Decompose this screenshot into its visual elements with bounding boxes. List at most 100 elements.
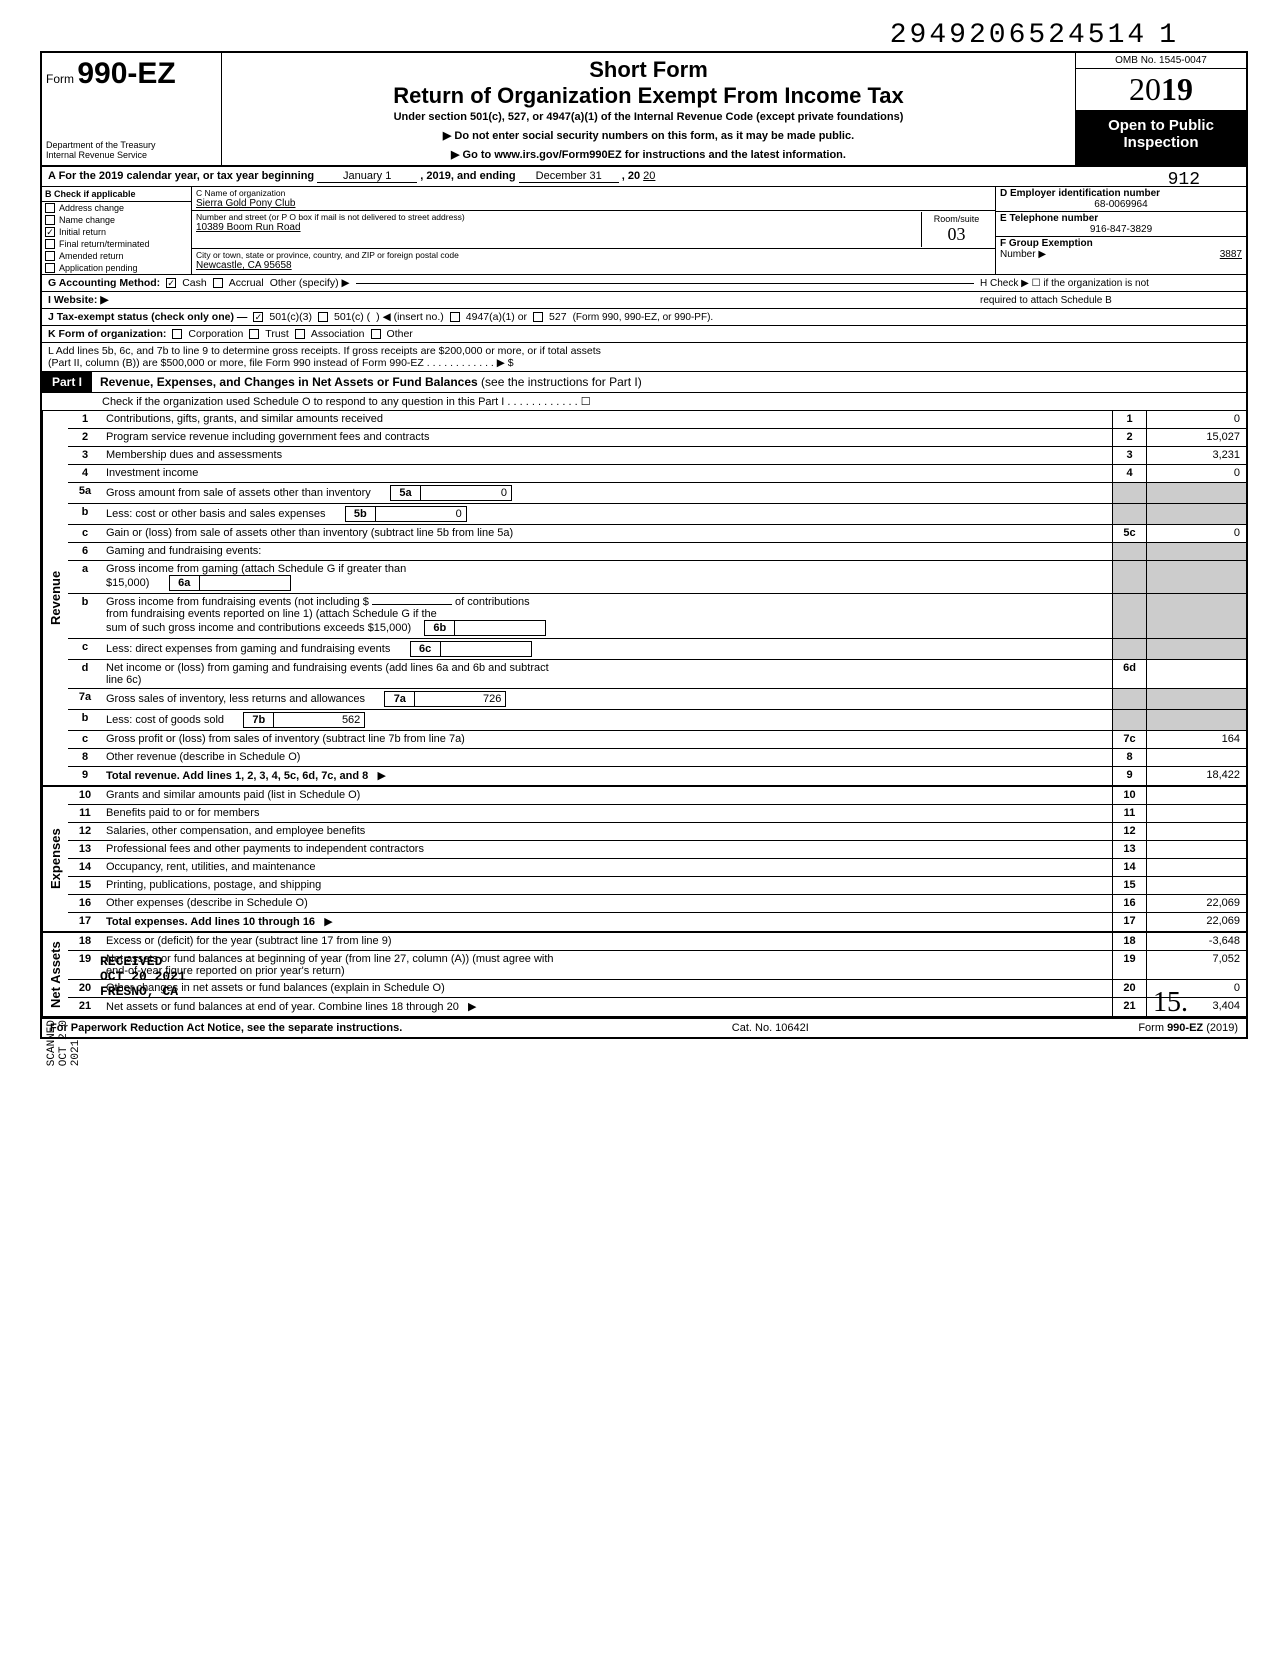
open-line2: Inspection	[1078, 134, 1244, 151]
col-c-org: C Name of organization Sierra Gold Pony …	[192, 187, 996, 274]
department-block: Department of the Treasury Internal Reve…	[46, 141, 217, 161]
chk-527[interactable]	[533, 312, 543, 322]
open-line1: Open to Public	[1078, 117, 1244, 134]
chk-amended[interactable]: Amended return	[42, 250, 191, 262]
group-value: 3887	[1220, 249, 1242, 260]
line-5c-desc: Gain or (loss) from sale of assets other…	[102, 525, 1112, 542]
line-g-h: G Accounting Method: ✓Cash Accrual Other…	[40, 275, 1248, 292]
revenue-table: Revenue 1Contributions, gifts, grants, a…	[40, 411, 1248, 787]
chk-application-pending[interactable]: Application pending	[42, 262, 191, 274]
line-19-desc: Net assets or fund balances at beginning…	[102, 951, 1112, 979]
chk-name-change[interactable]: Name change	[42, 214, 191, 226]
line-6c-desc: Less: direct expenses from gaming and fu…	[102, 639, 1112, 659]
title-short-form: Short Form	[230, 57, 1067, 83]
form-number-block: Form 990-EZ	[46, 57, 217, 91]
line-6d-val	[1146, 660, 1246, 688]
chk-other-org[interactable]	[371, 329, 381, 339]
year-prefix: 20	[1129, 71, 1161, 107]
line-10-desc: Grants and similar amounts paid (list in…	[102, 787, 1112, 804]
4947-label: 4947(a)(1) or	[466, 311, 527, 323]
part1-sub: Check if the organization used Schedule …	[40, 393, 1248, 411]
line-15-desc: Printing, publications, postage, and shi…	[102, 877, 1112, 894]
line-6b-val	[455, 621, 545, 635]
line-20-desc: Other changes in net assets or fund bala…	[102, 980, 1112, 997]
line-a-suffix: , 20	[622, 170, 640, 182]
chk-final-return[interactable]: Final return/terminated	[42, 238, 191, 250]
line-5b-desc: Less: cost or other basis and sales expe…	[102, 504, 1112, 524]
stamp-received: RECEIVED OCT 20 2021 FRESNO, CA	[100, 954, 186, 999]
accrual-label: Accrual	[229, 277, 264, 289]
line-6c-val	[441, 642, 531, 656]
line-6a-desc: Gross income from gaming (attach Schedul…	[102, 561, 1112, 593]
line-11-desc: Benefits paid to or for members	[102, 805, 1112, 822]
trust-label: Trust	[265, 328, 289, 340]
line-7b-val: 562	[274, 713, 364, 727]
line-6b-desc: Gross income from fundraising events (no…	[102, 594, 1112, 638]
side-netassets: Net Assets	[42, 933, 68, 1016]
chk-501c3[interactable]: ✓	[253, 312, 263, 322]
line-12-val	[1146, 823, 1246, 840]
org-name: Sierra Gold Pony Club	[196, 198, 991, 209]
chk-assoc[interactable]	[295, 329, 305, 339]
form-number: 990-EZ	[77, 57, 175, 90]
part1-tab: Part I	[42, 372, 92, 392]
line-13-val	[1146, 841, 1246, 858]
ein-label: D Employer identification number	[1000, 188, 1160, 199]
instruction-ssn: ▶ Do not enter social security numbers o…	[230, 129, 1067, 142]
line-a-yy: 20	[643, 170, 655, 182]
footer-left: For Paperwork Reduction Act Notice, see …	[50, 1022, 402, 1034]
line-5b-val: 0	[376, 507, 466, 521]
doc-id-suffix: 1	[1159, 20, 1188, 51]
chk-trust[interactable]	[249, 329, 259, 339]
ein-value: 68-0069964	[1000, 199, 1242, 210]
org-city: Newcastle, CA 95658	[196, 260, 991, 271]
other-org-label: Other	[387, 328, 413, 340]
line-9-desc: Total revenue. Add lines 1, 2, 3, 4, 5c,…	[102, 767, 1112, 785]
line-6a-val	[200, 576, 290, 590]
line-16-val: 22,069	[1146, 895, 1246, 912]
title-return: Return of Organization Exempt From Incom…	[230, 83, 1067, 109]
addr-label: Number and street (or P O box if mail is…	[196, 212, 921, 222]
col-d-ids: D Employer identification number 68-0069…	[996, 187, 1246, 274]
year-yy: 19	[1161, 71, 1193, 107]
527-label: 527	[549, 311, 567, 323]
chk-501c[interactable]	[318, 312, 328, 322]
form-header: Form 990-EZ Department of the Treasury I…	[40, 51, 1248, 167]
line-6d-desc: Net income or (loss) from gaming and fun…	[102, 660, 1112, 688]
line-a-mid: , 2019, and ending	[420, 170, 515, 182]
line-12-desc: Salaries, other compensation, and employ…	[102, 823, 1112, 840]
assoc-label: Association	[311, 328, 365, 340]
line-j-label: J Tax-exempt status (check only one) —	[48, 311, 247, 323]
group-label: F Group Exemption	[1000, 238, 1093, 249]
room-label: Room/suite	[924, 214, 989, 224]
line-8-desc: Other revenue (describe in Schedule O)	[102, 749, 1112, 766]
expenses-table: Expenses 10Grants and similar amounts pa…	[40, 787, 1248, 933]
side-revenue: Revenue	[42, 411, 68, 785]
line-9-val: 18,422	[1146, 767, 1246, 785]
line-18-val: -3,648	[1146, 933, 1246, 950]
col-b-header: B Check if applicable	[42, 187, 191, 202]
line-g-label: G Accounting Method:	[48, 277, 160, 289]
line-a-begin: January 1	[317, 170, 417, 183]
line-h-2: required to attach Schedule B	[980, 295, 1240, 306]
sequence-hand: 912	[1168, 170, 1200, 190]
line-h-3: (Form 990, 990-EZ, or 990-PF).	[573, 312, 833, 323]
chk-address-change[interactable]: Address change	[42, 202, 191, 214]
chk-cash[interactable]: ✓	[166, 278, 176, 288]
chk-initial-return[interactable]: ✓Initial return	[42, 226, 191, 238]
tax-year: 2019	[1076, 69, 1246, 111]
line-4-val: 0	[1146, 465, 1246, 482]
chk-accrual[interactable]	[213, 278, 223, 288]
line-a: A For the 2019 calendar year, or tax yea…	[40, 167, 1248, 187]
chk-4947[interactable]	[450, 312, 460, 322]
line-17-desc: Total expenses. Add lines 10 through 16 …	[102, 913, 1112, 931]
line-1-desc: Contributions, gifts, grants, and simila…	[102, 411, 1112, 428]
line-a-prefix: A For the 2019 calendar year, or tax yea…	[48, 170, 314, 182]
line-j: J Tax-exempt status (check only one) — ✓…	[40, 309, 1248, 326]
line-14-desc: Occupancy, rent, utilities, and maintena…	[102, 859, 1112, 876]
line-3-desc: Membership dues and assessments	[102, 447, 1112, 464]
chk-corp[interactable]	[172, 329, 182, 339]
line-2-desc: Program service revenue including govern…	[102, 429, 1112, 446]
insert-no: ) ◀ (insert no.)	[376, 311, 444, 323]
part1-header: Part I Revenue, Expenses, and Changes in…	[40, 372, 1248, 393]
